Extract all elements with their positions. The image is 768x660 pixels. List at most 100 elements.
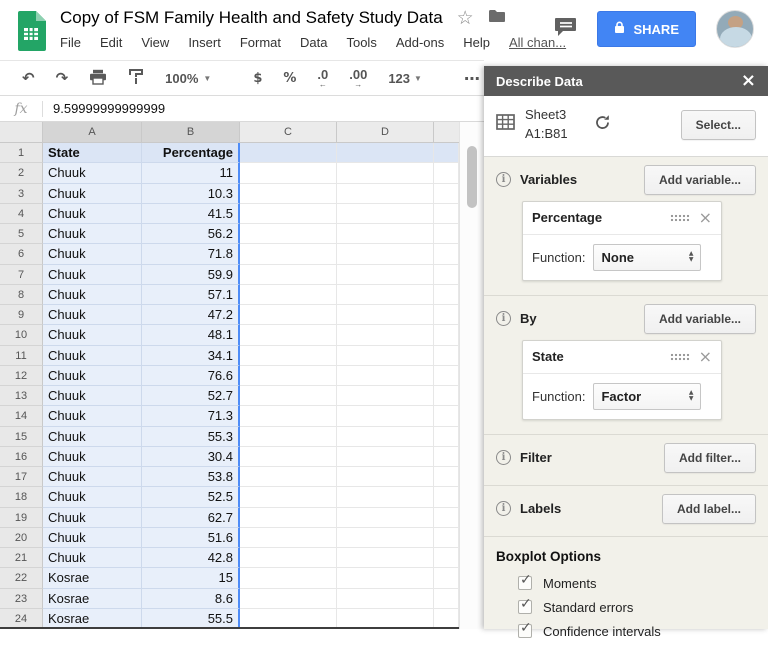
row-number[interactable]: 13 <box>0 386 43 407</box>
comment-icon[interactable] <box>554 17 577 42</box>
formula-bar-value[interactable]: 9.59999999999999 <box>53 101 166 116</box>
cell-empty[interactable] <box>337 305 434 326</box>
column-header-c[interactable]: C <box>240 122 337 143</box>
cell-percentage[interactable]: 76.6 <box>142 365 240 386</box>
more-options-button[interactable]: ⋯ <box>463 68 481 88</box>
info-icon[interactable]: i <box>496 311 511 327</box>
cell-empty[interactable] <box>434 244 459 265</box>
cell-percentage[interactable]: 8.6 <box>142 588 240 609</box>
cell-state[interactable]: Chuuk <box>43 305 142 326</box>
cell-empty[interactable] <box>337 244 434 265</box>
cell-percentage[interactable]: 41.5 <box>142 203 240 224</box>
cell-percentage[interactable]: 62.7 <box>142 507 240 528</box>
cell-empty[interactable] <box>240 568 337 589</box>
cell-state[interactable]: Kosrae <box>43 608 142 629</box>
menu-data[interactable]: Data <box>300 35 328 50</box>
row-number[interactable]: 19 <box>0 507 43 528</box>
cell-empty[interactable] <box>240 467 337 488</box>
cell-percentage[interactable]: 57.1 <box>142 284 240 305</box>
cell-empty[interactable] <box>240 244 337 265</box>
row-number[interactable]: 5 <box>0 224 43 245</box>
column-header-d[interactable]: D <box>337 122 434 143</box>
cell-empty[interactable] <box>434 183 459 204</box>
checkbox[interactable]: ✓ <box>518 620 532 639</box>
cell-empty[interactable] <box>434 608 459 629</box>
row-number[interactable]: 4 <box>0 203 43 224</box>
cell-percentage[interactable]: 48.1 <box>142 325 240 346</box>
cell-empty[interactable] <box>240 224 337 245</box>
star-icon[interactable]: ☆ <box>456 6 474 29</box>
row-number[interactable]: 23 <box>0 588 43 609</box>
cell-empty[interactable] <box>337 568 434 589</box>
cell-empty[interactable] <box>434 487 459 508</box>
checkbox[interactable]: ✓ <box>518 572 532 591</box>
cell-empty[interactable] <box>434 386 459 407</box>
decrease-decimal-button[interactable]: .0 ← <box>317 66 329 89</box>
row-number[interactable]: 22 <box>0 568 43 589</box>
cell-empty[interactable] <box>240 345 337 366</box>
row-number[interactable]: 14 <box>0 406 43 427</box>
cell-state[interactable]: Chuuk <box>43 203 142 224</box>
cell-percentage[interactable]: 56.2 <box>142 224 240 245</box>
cell-state[interactable]: Chuuk <box>43 183 142 204</box>
column-header-a[interactable]: A <box>43 122 142 143</box>
cell-empty[interactable] <box>434 284 459 305</box>
cell-empty[interactable] <box>337 548 434 569</box>
add-variable-button[interactable]: Add variable... <box>643 164 756 195</box>
paint-format-button[interactable] <box>128 68 144 88</box>
cell-empty[interactable] <box>434 264 459 285</box>
row-number[interactable]: 11 <box>0 345 43 366</box>
cell-state[interactable]: Kosrae <box>43 588 142 609</box>
cell-state[interactable]: Chuuk <box>43 224 142 245</box>
sheets-logo-icon[interactable] <box>16 11 46 56</box>
menu-format[interactable]: Format <box>239 35 281 50</box>
cell-empty[interactable] <box>240 608 337 629</box>
cell-empty[interactable] <box>240 588 337 609</box>
menu-file[interactable]: File <box>60 35 81 50</box>
cell-state[interactable]: Chuuk <box>43 527 142 548</box>
cell-percentage[interactable]: Percentage <box>142 143 240 164</box>
cell-percentage[interactable]: 47.2 <box>142 305 240 326</box>
row-number[interactable]: 1 <box>0 143 43 164</box>
cell-percentage[interactable]: 52.5 <box>142 487 240 508</box>
info-icon[interactable]: i <box>496 501 511 517</box>
cell-empty[interactable] <box>434 345 459 366</box>
cell-empty[interactable] <box>434 325 459 346</box>
cell-state[interactable]: Chuuk <box>43 426 142 447</box>
cell-state[interactable]: Chuuk <box>43 548 142 569</box>
cell-empty[interactable] <box>337 386 434 407</box>
menu-help[interactable]: Help <box>463 35 490 50</box>
cell-percentage[interactable]: 55.3 <box>142 426 240 447</box>
drag-handle-icon[interactable] <box>669 352 690 361</box>
cell-empty[interactable] <box>337 325 434 346</box>
cell-empty[interactable] <box>337 426 434 447</box>
row-number[interactable]: 20 <box>0 527 43 548</box>
menu-addons[interactable]: Add-ons <box>395 35 445 50</box>
print-button[interactable] <box>89 69 107 88</box>
cell-state[interactable]: Chuuk <box>43 345 142 366</box>
cell-state[interactable]: Chuuk <box>43 284 142 305</box>
cell-empty[interactable] <box>337 345 434 366</box>
add-label-button[interactable]: Add label... <box>661 493 756 524</box>
cell-empty[interactable] <box>337 467 434 488</box>
cell-state[interactable]: Chuuk <box>43 325 142 346</box>
cell-empty[interactable] <box>240 143 337 164</box>
cell-empty[interactable] <box>337 507 434 528</box>
row-number[interactable]: 17 <box>0 467 43 488</box>
close-icon[interactable]: × <box>698 346 712 366</box>
close-icon[interactable]: × <box>698 207 712 227</box>
format-percent-button[interactable]: % <box>283 70 297 86</box>
cell-percentage[interactable]: 53.8 <box>142 467 240 488</box>
cell-empty[interactable] <box>240 527 337 548</box>
cell-empty[interactable] <box>337 588 434 609</box>
row-number[interactable]: 3 <box>0 183 43 204</box>
info-icon[interactable]: i <box>496 450 511 466</box>
cell-empty[interactable] <box>337 487 434 508</box>
cell-state[interactable]: Chuuk <box>43 163 142 184</box>
cell-state[interactable]: Chuuk <box>43 467 142 488</box>
cell-empty[interactable] <box>240 446 337 467</box>
folder-icon[interactable] <box>488 9 506 28</box>
cell-percentage[interactable]: 59.9 <box>142 264 240 285</box>
redo-button[interactable]: ↷ <box>55 69 69 87</box>
add-filter-button[interactable]: Add filter... <box>663 442 756 473</box>
